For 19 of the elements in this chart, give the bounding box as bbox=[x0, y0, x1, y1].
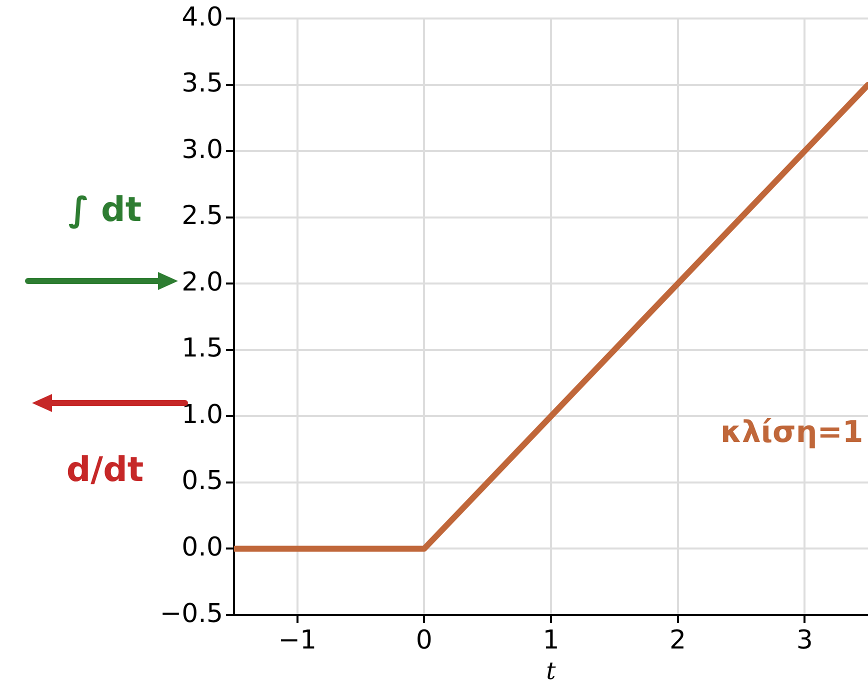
y-tick-label: 4.0 bbox=[182, 2, 223, 32]
x-tick-label: −1 bbox=[278, 625, 317, 656]
x-tick-label: 2 bbox=[670, 625, 686, 656]
y-tick-label: 2.0 bbox=[182, 267, 223, 298]
y-tick-label: 0.0 bbox=[182, 532, 223, 562]
x-tick-label: 3 bbox=[796, 625, 813, 656]
y-tick-label: 0.5 bbox=[182, 466, 223, 496]
y-tick-label: 1.0 bbox=[182, 400, 223, 430]
y-tick-label: 2.5 bbox=[182, 201, 223, 232]
x-tick-label: 0 bbox=[416, 625, 432, 656]
y-tick-label: −0.5 bbox=[160, 598, 223, 629]
x-axis-title: t bbox=[546, 656, 556, 685]
y-tick-label: 3.0 bbox=[182, 134, 223, 165]
annotation: κλίση=1 bbox=[720, 415, 864, 450]
y-tick-label: 3.5 bbox=[182, 68, 223, 99]
x-tick-label: 1 bbox=[542, 625, 560, 656]
text: ∫ dt bbox=[68, 190, 142, 230]
text: d/dt bbox=[66, 450, 144, 490]
y-tick-label: 1.5 bbox=[182, 334, 223, 364]
